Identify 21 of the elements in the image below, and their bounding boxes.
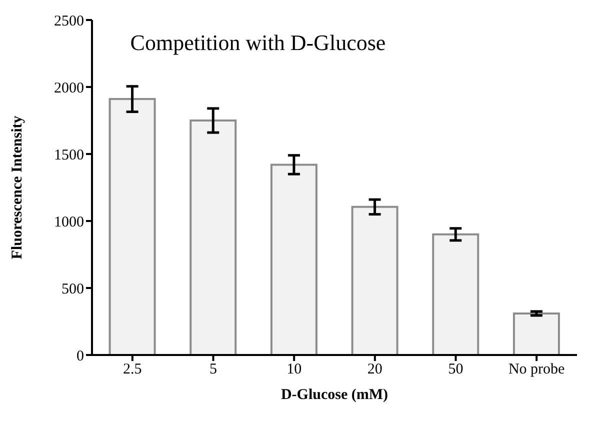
x-tick-label: 10 [286,362,302,378]
x-tick-label: 5 [210,362,217,378]
bar [108,98,156,355]
bar [351,206,398,355]
text: Competition with D-Glucose [130,30,386,55]
y-tick-label: 2500 [54,13,84,30]
x-tick-label: 2.5 [123,362,142,378]
bar [512,312,560,355]
y-tick-label: 1000 [54,214,84,230]
y-tick-label: 0 [76,348,84,364]
y-tick-label: 2000 [54,80,84,96]
bar [270,164,318,355]
x-tick-label: 20 [367,362,382,378]
x-tick-label: No probe [508,362,566,378]
bar [432,233,480,355]
bar [190,120,237,355]
x-axis-title: D-Glucose (mM) [280,387,388,403]
y-axis-title: Fluorescence Intensity [9,115,26,260]
y-tick-label: 1500 [54,147,84,164]
x-tick-label: 50 [448,362,464,378]
y-tick-label: 500 [62,281,84,298]
